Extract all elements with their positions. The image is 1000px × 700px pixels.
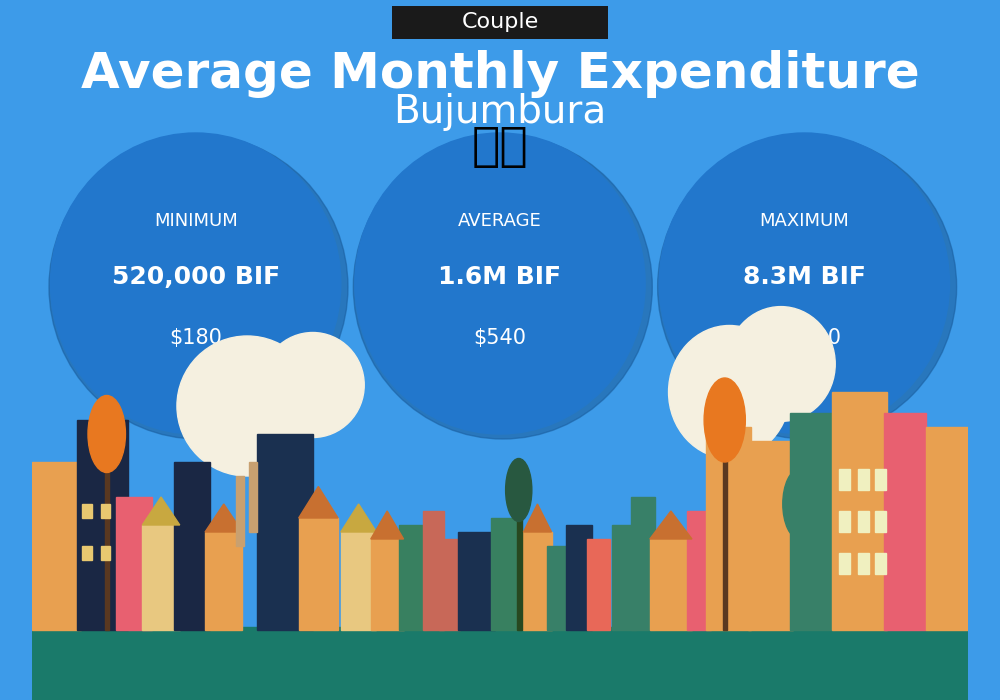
Bar xyxy=(142,525,180,630)
Bar xyxy=(399,525,427,630)
Text: $180: $180 xyxy=(169,328,222,348)
Text: 520,000 BIF: 520,000 BIF xyxy=(112,265,280,288)
Bar xyxy=(748,441,793,630)
Polygon shape xyxy=(142,497,180,525)
Text: Bujumbura: Bujumbura xyxy=(393,93,607,131)
Bar xyxy=(723,420,727,630)
Bar xyxy=(82,504,92,518)
Ellipse shape xyxy=(659,133,949,434)
Bar xyxy=(371,539,404,630)
Bar xyxy=(875,511,886,532)
Bar xyxy=(547,546,570,630)
Bar xyxy=(517,504,522,630)
Bar xyxy=(858,553,869,574)
Ellipse shape xyxy=(177,336,317,476)
Bar xyxy=(687,511,711,630)
Bar xyxy=(631,497,655,630)
Bar xyxy=(101,546,110,560)
Bar xyxy=(101,504,110,518)
Bar xyxy=(566,525,592,630)
Bar xyxy=(116,497,152,630)
Bar xyxy=(875,553,886,574)
Ellipse shape xyxy=(669,326,790,458)
Polygon shape xyxy=(371,511,404,539)
Bar xyxy=(650,539,692,630)
Polygon shape xyxy=(299,486,338,518)
Ellipse shape xyxy=(49,135,348,439)
Polygon shape xyxy=(650,511,692,539)
Bar xyxy=(174,462,210,630)
Bar xyxy=(790,413,835,630)
Bar xyxy=(706,427,751,630)
Bar xyxy=(257,434,313,630)
Bar xyxy=(249,462,257,532)
Bar xyxy=(884,413,926,630)
Bar xyxy=(858,469,869,490)
Polygon shape xyxy=(205,504,242,532)
Bar xyxy=(875,469,886,490)
Text: MINIMUM: MINIMUM xyxy=(154,211,238,230)
Bar xyxy=(523,532,552,630)
Bar xyxy=(77,420,128,630)
Bar xyxy=(423,511,444,630)
Ellipse shape xyxy=(88,395,125,472)
Text: $540: $540 xyxy=(474,328,526,348)
Bar xyxy=(491,518,519,630)
Bar xyxy=(839,511,850,532)
Ellipse shape xyxy=(355,133,645,434)
Polygon shape xyxy=(523,504,552,532)
Bar xyxy=(32,462,81,630)
Ellipse shape xyxy=(704,378,745,462)
Bar xyxy=(32,626,968,700)
Text: 1.6M BIF: 1.6M BIF xyxy=(438,265,562,288)
Text: 🇧🇮: 🇧🇮 xyxy=(472,125,528,169)
Bar xyxy=(926,427,968,630)
Bar xyxy=(236,476,244,546)
Bar xyxy=(839,553,850,574)
Ellipse shape xyxy=(658,135,957,439)
Ellipse shape xyxy=(261,332,364,438)
Text: Couple: Couple xyxy=(461,12,539,32)
Ellipse shape xyxy=(783,469,816,539)
Ellipse shape xyxy=(353,135,652,439)
Bar xyxy=(205,532,242,630)
Bar xyxy=(858,511,869,532)
Text: Average Monthly Expenditure: Average Monthly Expenditure xyxy=(81,50,919,97)
Text: AVERAGE: AVERAGE xyxy=(458,211,542,230)
Bar xyxy=(612,525,636,630)
FancyBboxPatch shape xyxy=(392,6,608,38)
Ellipse shape xyxy=(506,458,532,522)
Bar xyxy=(587,539,610,630)
Text: 8.3M BIF: 8.3M BIF xyxy=(743,265,866,288)
Polygon shape xyxy=(341,504,376,532)
Text: $2,900: $2,900 xyxy=(768,328,841,348)
Bar xyxy=(82,546,92,560)
Ellipse shape xyxy=(727,307,835,421)
Bar xyxy=(299,518,338,630)
Bar xyxy=(832,392,887,630)
Ellipse shape xyxy=(51,133,341,434)
Bar xyxy=(458,532,495,630)
Bar xyxy=(439,539,460,630)
Bar xyxy=(839,469,850,490)
Text: MAXIMUM: MAXIMUM xyxy=(759,211,849,230)
Bar xyxy=(341,532,376,630)
Bar xyxy=(105,434,109,630)
